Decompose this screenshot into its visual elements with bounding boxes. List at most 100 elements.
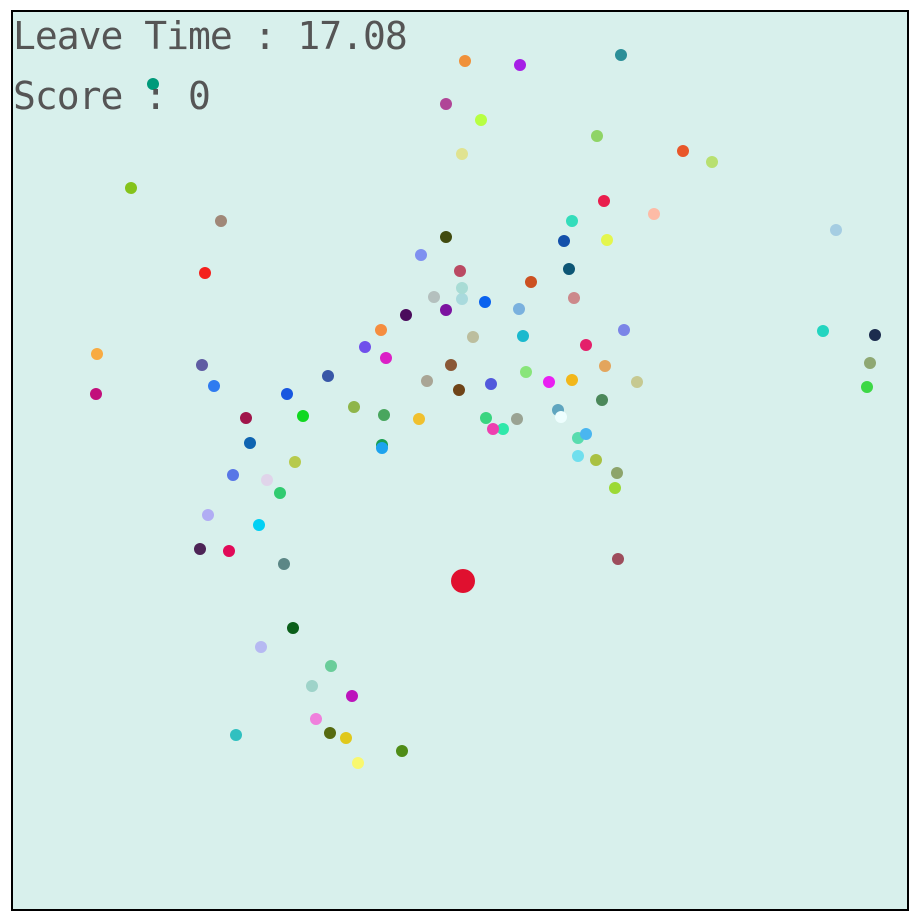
enemy-dot <box>380 352 392 364</box>
enemy-dot <box>467 331 479 343</box>
game-canvas[interactable]: Leave Time : 17.08 Score : 0 <box>11 10 909 911</box>
enemy-dot <box>147 78 159 90</box>
enemy-dot <box>421 375 433 387</box>
enemy-dot <box>261 474 273 486</box>
enemy-dot <box>487 423 499 435</box>
enemy-dot <box>287 622 299 634</box>
enemy-dot <box>440 98 452 110</box>
enemy-dot <box>520 366 532 378</box>
enemy-dot <box>485 378 497 390</box>
enemy-dot <box>400 309 412 321</box>
enemy-dot <box>359 341 371 353</box>
enemy-dot <box>227 469 239 481</box>
enemy-dot <box>475 114 487 126</box>
enemy-dot <box>615 49 627 61</box>
enemy-dot <box>378 409 390 421</box>
enemy-dot <box>310 713 322 725</box>
enemy-dot <box>445 359 457 371</box>
enemy-dot <box>91 348 103 360</box>
enemy-dot <box>517 330 529 342</box>
enemy-dot <box>253 519 265 531</box>
score-label: Score : 0 <box>13 74 211 118</box>
enemy-dot <box>580 428 592 440</box>
enemy-dot <box>555 411 567 423</box>
enemy-dot <box>456 293 468 305</box>
enemy-dot <box>591 130 603 142</box>
enemy-dot <box>340 732 352 744</box>
enemy-dot <box>861 381 873 393</box>
enemy-dot <box>864 357 876 369</box>
enemy-dot <box>348 401 360 413</box>
enemy-dot <box>706 156 718 168</box>
enemy-dot <box>459 55 471 67</box>
enemy-dot <box>563 263 575 275</box>
enemy-dot <box>346 690 358 702</box>
enemy-dot <box>215 215 227 227</box>
enemy-dot <box>513 303 525 315</box>
enemy-dot <box>240 412 252 424</box>
player-ball[interactable] <box>451 569 475 593</box>
leave-time-label: Leave Time : 17.08 <box>13 14 408 58</box>
enemy-dot <box>618 324 630 336</box>
enemy-dot <box>566 215 578 227</box>
enemy-dot <box>125 182 137 194</box>
enemy-dot <box>415 249 427 261</box>
enemy-dot <box>454 265 466 277</box>
enemy-dot <box>598 195 610 207</box>
enemy-dot <box>244 437 256 449</box>
enemy-dot <box>480 412 492 424</box>
enemy-dot <box>817 325 829 337</box>
enemy-dot <box>306 680 318 692</box>
enemy-dot <box>511 413 523 425</box>
enemy-dot <box>601 234 613 246</box>
enemy-dot <box>599 360 611 372</box>
play-field[interactable] <box>13 12 907 909</box>
enemy-dot <box>456 148 468 160</box>
enemy-dot <box>90 388 102 400</box>
enemy-dot <box>572 450 584 462</box>
enemy-dot <box>568 292 580 304</box>
enemy-dot <box>611 467 623 479</box>
enemy-dot <box>278 558 290 570</box>
enemy-dot <box>223 545 235 557</box>
enemy-dot <box>830 224 842 236</box>
enemy-dot <box>375 324 387 336</box>
enemy-dot <box>440 304 452 316</box>
enemy-dot <box>497 423 509 435</box>
enemy-dot <box>208 380 220 392</box>
enemy-dot <box>558 235 570 247</box>
enemy-dot <box>453 384 465 396</box>
enemy-dot <box>230 729 242 741</box>
enemy-dot <box>440 231 452 243</box>
enemy-dot <box>612 553 624 565</box>
enemy-dot <box>566 374 578 386</box>
enemy-dot <box>648 208 660 220</box>
enemy-dot <box>297 410 309 422</box>
enemy-dot <box>596 394 608 406</box>
enemy-dot <box>396 745 408 757</box>
enemy-dot <box>609 482 621 494</box>
enemy-dot <box>869 329 881 341</box>
enemy-dot <box>543 376 555 388</box>
enemy-dot <box>325 660 337 672</box>
enemy-dot <box>514 59 526 71</box>
enemy-dot <box>281 388 293 400</box>
enemy-dot <box>194 543 206 555</box>
enemy-dot <box>413 413 425 425</box>
enemy-dot <box>202 509 214 521</box>
enemy-dot <box>322 370 334 382</box>
enemy-dot <box>352 757 364 769</box>
enemy-dot <box>428 291 440 303</box>
enemy-dot <box>196 359 208 371</box>
enemy-dot <box>199 267 211 279</box>
enemy-dot <box>580 339 592 351</box>
enemy-dot <box>479 296 491 308</box>
enemy-dot <box>590 454 602 466</box>
enemy-dot <box>255 641 267 653</box>
enemy-dot <box>289 456 301 468</box>
enemy-dot <box>677 145 689 157</box>
enemy-dot <box>456 282 468 294</box>
enemy-dot <box>631 376 643 388</box>
enemy-dot <box>324 727 336 739</box>
enemy-dot <box>376 442 388 454</box>
